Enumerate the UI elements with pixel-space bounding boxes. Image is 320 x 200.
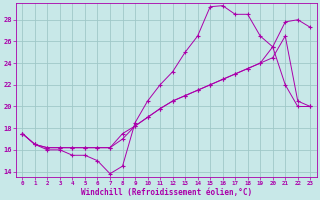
X-axis label: Windchill (Refroidissement éolien,°C): Windchill (Refroidissement éolien,°C)	[81, 188, 252, 197]
